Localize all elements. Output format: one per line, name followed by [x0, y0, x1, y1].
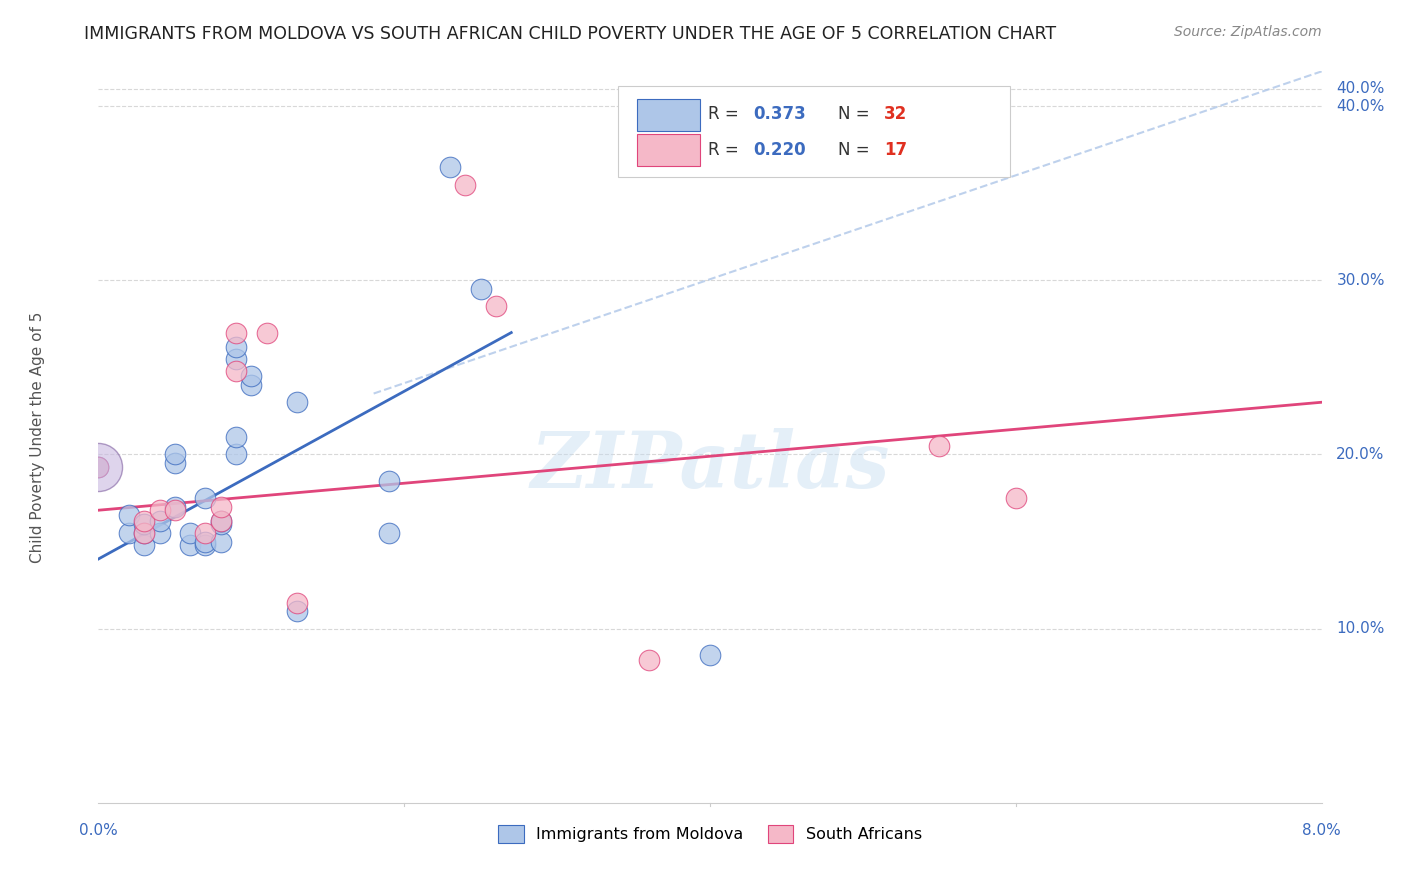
- Point: [118, 525, 141, 540]
- Point: [149, 503, 172, 517]
- Point: [179, 538, 201, 552]
- Point: [285, 604, 308, 618]
- Point: [256, 326, 278, 340]
- Text: 30.0%: 30.0%: [1336, 273, 1385, 288]
- Point: [699, 648, 721, 662]
- Text: N =: N =: [838, 141, 876, 159]
- Point: [240, 377, 263, 392]
- Point: [163, 456, 186, 470]
- Point: [179, 525, 201, 540]
- Point: [928, 439, 950, 453]
- Point: [470, 282, 492, 296]
- Point: [209, 534, 232, 549]
- Point: [225, 430, 247, 444]
- Text: IMMIGRANTS FROM MOLDOVA VS SOUTH AFRICAN CHILD POVERTY UNDER THE AGE OF 5 CORREL: IMMIGRANTS FROM MOLDOVA VS SOUTH AFRICAN…: [84, 25, 1056, 43]
- Point: [134, 514, 156, 528]
- Text: N =: N =: [838, 104, 876, 123]
- Text: 40.0%: 40.0%: [1336, 99, 1385, 113]
- Point: [485, 300, 508, 314]
- Text: Child Poverty Under the Age of 5: Child Poverty Under the Age of 5: [30, 311, 45, 563]
- Point: [378, 474, 401, 488]
- Text: R =: R =: [707, 104, 744, 123]
- Point: [87, 459, 110, 474]
- FancyBboxPatch shape: [637, 99, 700, 131]
- Point: [134, 517, 156, 532]
- Text: 10.0%: 10.0%: [1336, 621, 1385, 636]
- FancyBboxPatch shape: [637, 134, 700, 166]
- Point: [225, 339, 247, 353]
- Point: [149, 525, 172, 540]
- Text: 0.373: 0.373: [752, 104, 806, 123]
- Point: [194, 538, 217, 552]
- Text: 0.0%: 0.0%: [79, 823, 118, 838]
- Point: [240, 369, 263, 384]
- Point: [209, 517, 232, 532]
- Text: 20.0%: 20.0%: [1336, 447, 1385, 462]
- Point: [87, 459, 110, 474]
- Point: [209, 514, 232, 528]
- Point: [194, 525, 217, 540]
- Text: 40.0%: 40.0%: [1336, 81, 1385, 96]
- Point: [454, 178, 477, 192]
- Point: [637, 653, 661, 667]
- FancyBboxPatch shape: [619, 86, 1010, 178]
- Point: [209, 514, 232, 528]
- Text: Source: ZipAtlas.com: Source: ZipAtlas.com: [1174, 25, 1322, 39]
- Text: 0.220: 0.220: [752, 141, 806, 159]
- Point: [118, 508, 141, 523]
- Point: [194, 534, 217, 549]
- Point: [285, 595, 308, 609]
- Point: [87, 459, 110, 474]
- Point: [225, 326, 247, 340]
- Point: [134, 525, 156, 540]
- Point: [209, 500, 232, 514]
- Point: [134, 525, 156, 540]
- Legend: Immigrants from Moldova, South Africans: Immigrants from Moldova, South Africans: [492, 819, 928, 850]
- Text: ZIPatlas: ZIPatlas: [530, 428, 890, 505]
- Point: [163, 448, 186, 462]
- Text: 17: 17: [884, 141, 907, 159]
- Text: R =: R =: [707, 141, 744, 159]
- Point: [163, 503, 186, 517]
- Point: [378, 525, 401, 540]
- Point: [194, 491, 217, 505]
- Point: [225, 351, 247, 366]
- Point: [225, 364, 247, 378]
- Point: [134, 538, 156, 552]
- Point: [1004, 491, 1026, 505]
- Point: [439, 160, 461, 174]
- Text: 8.0%: 8.0%: [1302, 823, 1341, 838]
- Point: [285, 395, 308, 409]
- Point: [149, 514, 172, 528]
- Text: 32: 32: [884, 104, 907, 123]
- Point: [225, 448, 247, 462]
- Point: [163, 500, 186, 514]
